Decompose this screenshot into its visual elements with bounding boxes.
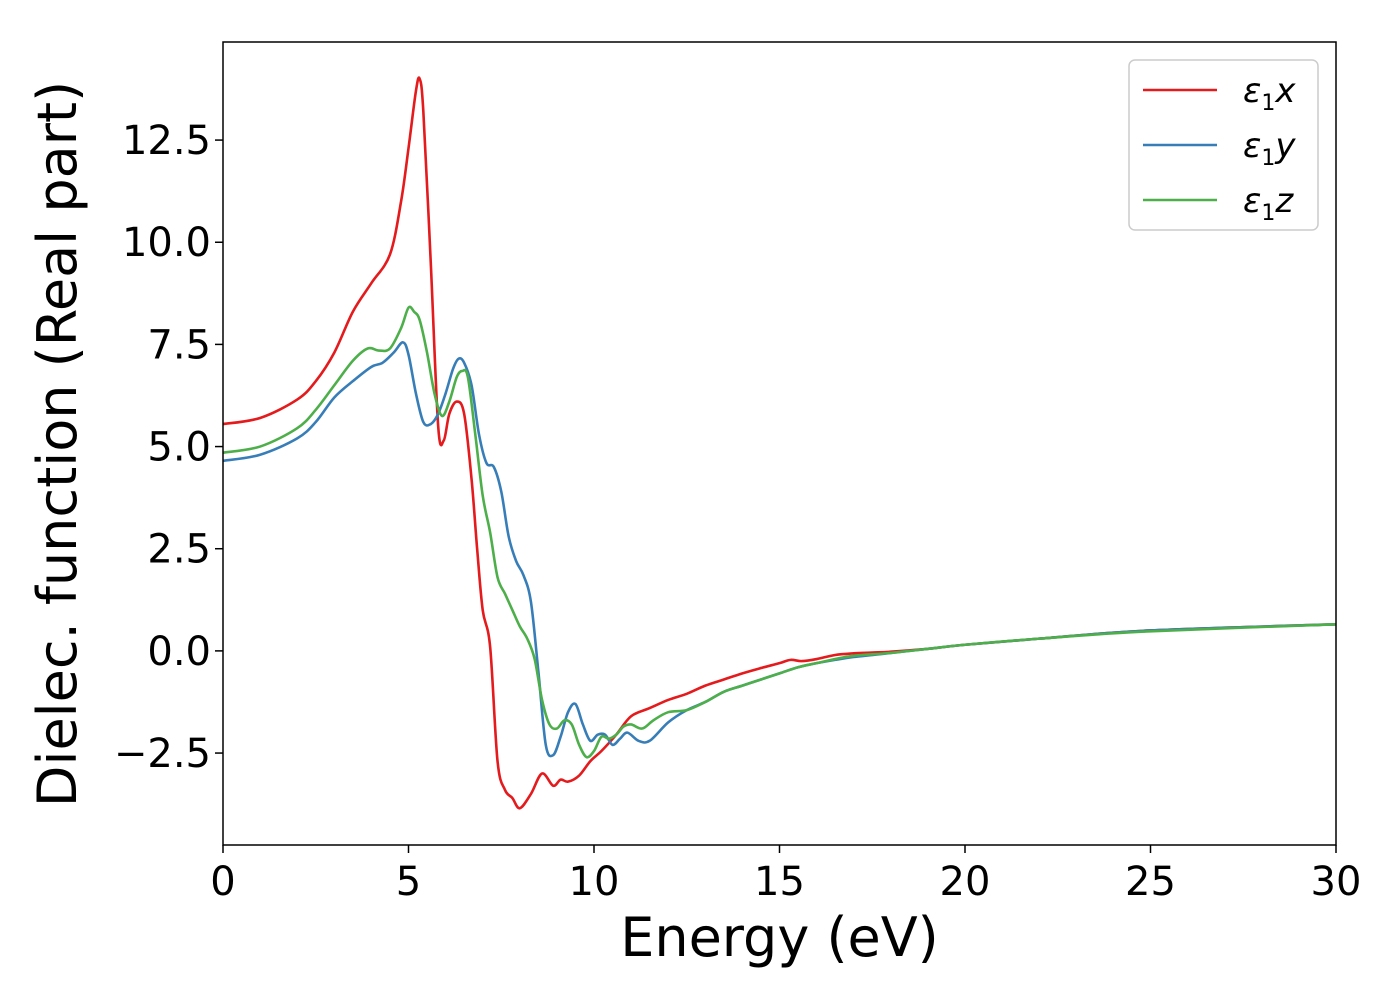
y-tick-label: 2.5: [147, 527, 211, 573]
y-tick-label: 12.5: [122, 118, 211, 164]
y-axis-ticks: −2.5 0.0 2.5 5.0 7.5 10.0 12.5: [114, 118, 223, 777]
x-axis-label: Energy (eV): [620, 906, 939, 969]
series-layer: [223, 76, 1336, 810]
x-tick-label: 20: [940, 859, 991, 905]
x-tick-label: 5: [396, 859, 421, 905]
x-tick-label: 15: [754, 859, 805, 905]
series-line-y: [223, 341, 1336, 758]
y-tick-label: −2.5: [114, 731, 211, 777]
legend-label-y: ε1y: [1243, 126, 1296, 171]
y-axis-label: Dielec. function (Real part): [26, 81, 89, 807]
legend: ε1x ε1y ε1z: [1128, 59, 1319, 231]
x-tick-label: 25: [1125, 859, 1176, 905]
series-line-x: [223, 76, 1336, 810]
x-axis-ticks: 0 5 10 15 20 25 30: [210, 845, 1361, 905]
x-tick-label: 10: [569, 859, 620, 905]
y-tick-label: 5.0: [147, 425, 211, 471]
x-tick-label: 0: [210, 859, 235, 905]
legend-label-x: ε1x: [1243, 71, 1296, 116]
y-tick-label: 0.0: [147, 629, 211, 675]
legend-box: [1128, 59, 1319, 231]
legend-label-z: ε1z: [1243, 181, 1294, 226]
x-tick-label: 30: [1311, 859, 1362, 905]
series-line-z: [223, 305, 1336, 759]
y-tick-label: 7.5: [147, 322, 211, 368]
y-tick-label: 10.0: [122, 220, 211, 266]
